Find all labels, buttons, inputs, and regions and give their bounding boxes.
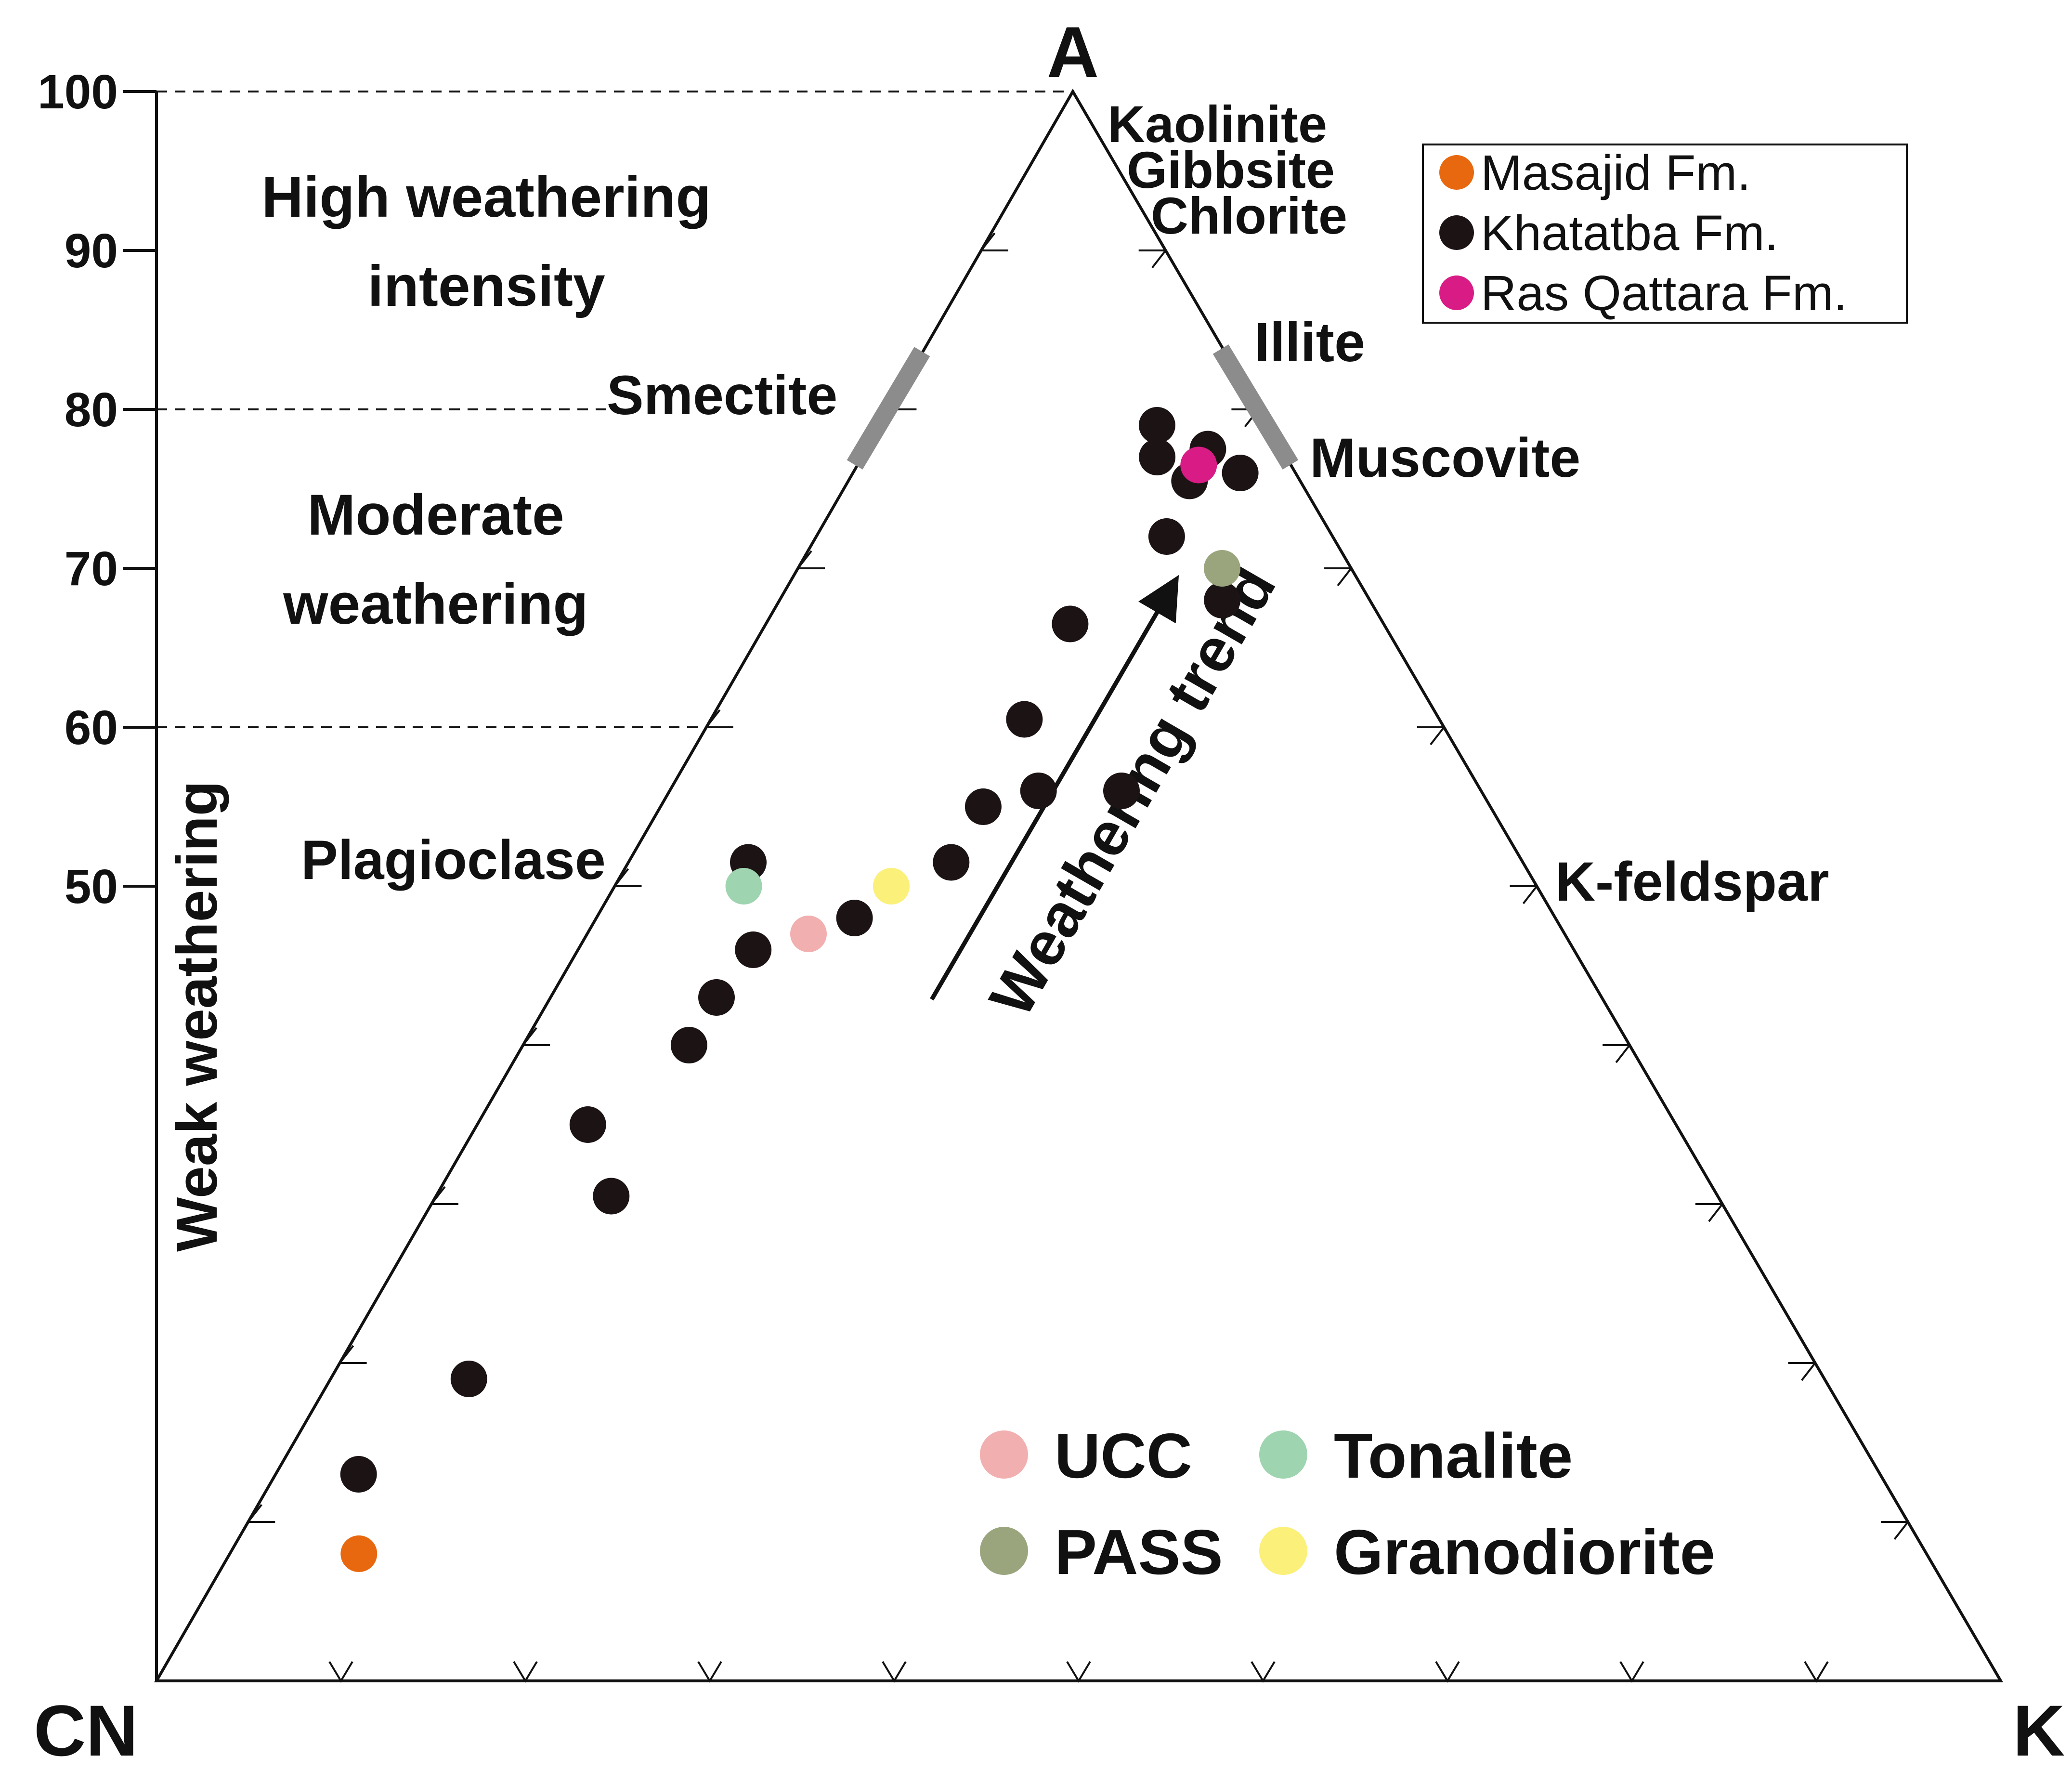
bottom-edge-tick-7 bbox=[1435, 1661, 1460, 1683]
mineral-smectite: Smectite bbox=[607, 365, 837, 426]
legend-label-0: Masajid Fm. bbox=[1481, 145, 1751, 200]
point-khatatba-fm--8 bbox=[1006, 701, 1043, 738]
left-edge-tick-1 bbox=[247, 1504, 275, 1523]
right-edge-tick-7 bbox=[1324, 567, 1352, 587]
point-khatatba-fm--20 bbox=[450, 1361, 487, 1397]
edge-ticks bbox=[247, 232, 1909, 1683]
ref-legend-marker-2 bbox=[980, 1527, 1028, 1575]
point-ucc-0 bbox=[790, 916, 827, 952]
cia-tick-label-80: 80 bbox=[65, 383, 118, 437]
smectite-bar bbox=[847, 347, 930, 470]
left-edge-tick-7 bbox=[797, 550, 825, 569]
legend: Masajid Fm.Khatatba Fm.Ras Qattara Fm. bbox=[1439, 145, 1847, 321]
right-edge-tick-9 bbox=[1138, 249, 1167, 269]
cia-tick-label-90: 90 bbox=[65, 224, 118, 278]
left-edge-tick-4 bbox=[522, 1027, 550, 1046]
point-khatatba-fm--1 bbox=[1139, 439, 1176, 475]
legend-marker-1 bbox=[1439, 215, 1474, 250]
legend-marker-2 bbox=[1439, 275, 1474, 310]
point-khatatba-fm--21 bbox=[340, 1456, 377, 1493]
vertex-a-label: A bbox=[1047, 12, 1099, 92]
point-khatatba-fm--12 bbox=[933, 844, 970, 881]
point-khatatba-fm--9 bbox=[1020, 773, 1057, 809]
point-granodiorite-0 bbox=[873, 868, 910, 905]
bottom-edge-tick-9 bbox=[1804, 1661, 1829, 1683]
bottom-edge-tick-8 bbox=[1619, 1661, 1644, 1683]
data-points bbox=[340, 407, 1259, 1572]
mineral-muscovite: Muscovite bbox=[1310, 427, 1580, 489]
cia-tick-label-100: 100 bbox=[38, 65, 118, 119]
point-tonalite-0 bbox=[725, 868, 762, 905]
zone-moderate-line2: weathering bbox=[283, 572, 588, 636]
reference-legend: UCC Tonalite PASS Granodiorite bbox=[980, 1420, 1715, 1587]
point-khatatba-fm--0 bbox=[1138, 407, 1175, 444]
legend-box bbox=[1422, 144, 1908, 324]
ref-legend-label-0: UCC bbox=[1055, 1420, 1192, 1491]
bottom-edge-tick-2 bbox=[513, 1661, 538, 1683]
bottom-edge-tick-6 bbox=[1251, 1661, 1276, 1683]
point-pass-0 bbox=[1204, 550, 1240, 587]
right-edge-tick-5 bbox=[1510, 885, 1538, 905]
point-khatatba-fm--6 bbox=[1204, 582, 1241, 618]
zone-lines bbox=[156, 91, 1073, 728]
legend-label-1: Khatatba Fm. bbox=[1481, 205, 1778, 261]
mineral-gibbsite: Gibbsite bbox=[1127, 141, 1335, 199]
mineral-kfeldspar: K-feldspar bbox=[1555, 851, 1829, 913]
vertex-cn-label: CN bbox=[34, 1690, 138, 1768]
cia-tick-label-60: 60 bbox=[65, 701, 118, 755]
point-khatatba-fm--10 bbox=[1103, 773, 1140, 809]
point-khatatba-fm--14 bbox=[836, 900, 873, 936]
right-edge-tick-4 bbox=[1603, 1044, 1630, 1063]
legend-label-2: Ras Qattara Fm. bbox=[1481, 265, 1847, 321]
cia-tick-label-50: 50 bbox=[65, 860, 118, 914]
bottom-edge-tick-5 bbox=[1066, 1661, 1091, 1683]
legend-marker-0 bbox=[1439, 155, 1474, 190]
right-edge-tick-1 bbox=[1881, 1521, 1909, 1540]
illite-muscovite-bar bbox=[1212, 344, 1299, 470]
zone-high-line2: intensity bbox=[367, 254, 605, 318]
point-khatatba-fm--16 bbox=[698, 979, 735, 1016]
mineral-plagioclase: Plagioclase bbox=[301, 829, 606, 891]
ref-legend-marker-0 bbox=[980, 1430, 1028, 1479]
right-edge-tick-3 bbox=[1695, 1203, 1723, 1222]
cia-axis-ticks: 100 90 80 70 60 50 bbox=[38, 65, 156, 914]
point-khatatba-fm--4 bbox=[1222, 455, 1259, 491]
cia-tick-label-70: 70 bbox=[65, 542, 118, 596]
bottom-edge-tick-4 bbox=[882, 1661, 907, 1683]
right-edge-tick-6 bbox=[1417, 726, 1445, 746]
ref-legend-label-2: PASS bbox=[1055, 1517, 1223, 1587]
bottom-edge-tick-1 bbox=[328, 1661, 353, 1683]
right-edge-tick-2 bbox=[1788, 1362, 1816, 1381]
point-khatatba-fm--5 bbox=[1148, 518, 1185, 555]
ref-legend-label-3: Granodiorite bbox=[1334, 1517, 1715, 1587]
zone-weak-label: Weak weathering bbox=[165, 781, 229, 1252]
mineral-kaolinite: Kaolinite bbox=[1108, 95, 1327, 153]
left-edge-tick-9 bbox=[980, 232, 1008, 251]
vertex-k-label: K bbox=[2013, 1690, 2065, 1768]
ref-legend-marker-3 bbox=[1259, 1527, 1307, 1575]
point-masajid-fm--0 bbox=[340, 1535, 378, 1572]
point-khatatba-fm--15 bbox=[735, 931, 772, 968]
left-edge-tick-2 bbox=[339, 1345, 367, 1364]
point-ras-qattara-fm--0 bbox=[1180, 446, 1217, 484]
point-khatatba-fm--7 bbox=[1052, 605, 1089, 642]
mineral-chlorite: Chlorite bbox=[1151, 186, 1347, 245]
point-khatatba-fm--17 bbox=[670, 1027, 707, 1063]
zone-moderate-line1: Moderate bbox=[307, 483, 564, 547]
bottom-edge-tick-3 bbox=[697, 1661, 722, 1683]
left-edge-tick-6 bbox=[705, 709, 733, 728]
point-khatatba-fm--11 bbox=[964, 788, 1002, 825]
left-edge-tick-5 bbox=[613, 868, 642, 887]
point-khatatba-fm--18 bbox=[569, 1106, 606, 1143]
mineral-illite: Illite bbox=[1254, 312, 1365, 373]
left-edge-tick-3 bbox=[430, 1186, 458, 1205]
zone-high-line1: High weathering bbox=[261, 165, 711, 229]
ref-legend-marker-1 bbox=[1259, 1430, 1307, 1479]
point-khatatba-fm--19 bbox=[593, 1178, 630, 1215]
ref-legend-label-1: Tonalite bbox=[1334, 1420, 1573, 1491]
